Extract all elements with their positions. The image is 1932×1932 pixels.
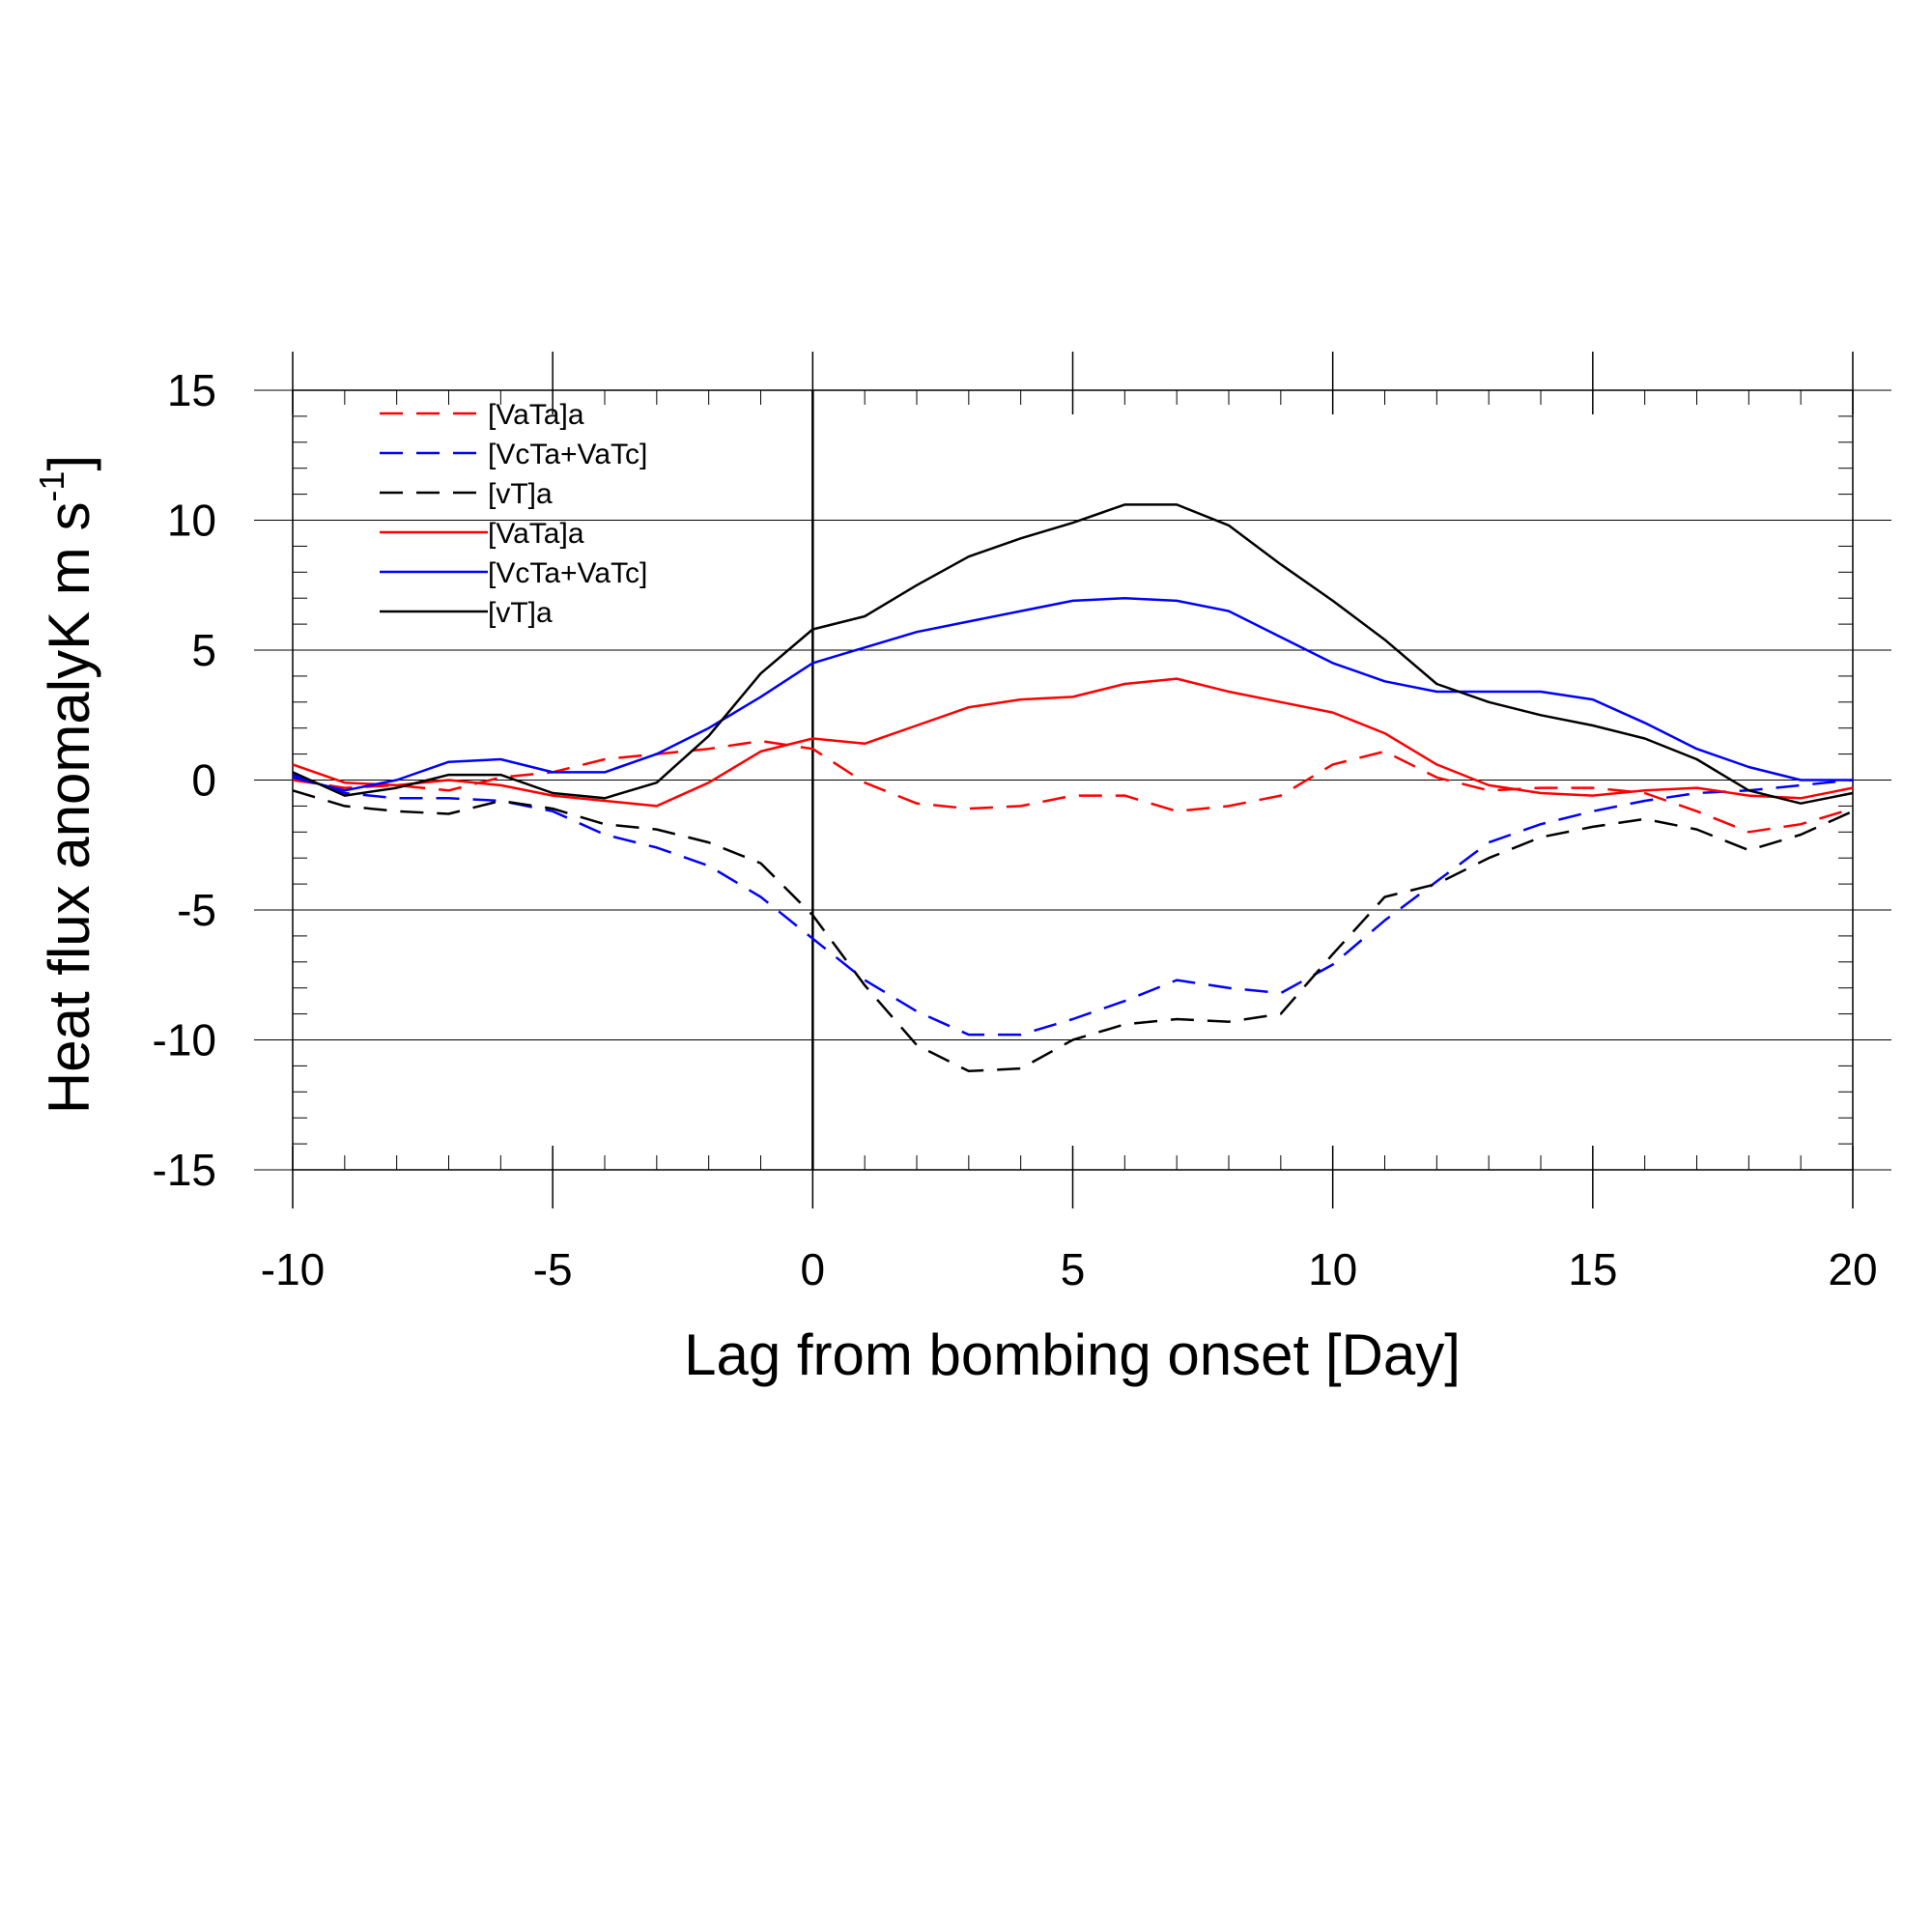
series-line-dashed-vctavatc: [292, 773, 1854, 1037]
legend: [VaTa]a [VcTa+VaTc] [vT]a [VaTa]a [VcTa+VaTc…: [380, 399, 647, 629]
y-tick-label: -15: [153, 1145, 216, 1195]
x-tick-label: 5: [1061, 1244, 1086, 1294]
series-layer: [292, 503, 1854, 1073]
y-tick-labels: -15 -10 -5 0 5 10 15: [153, 365, 216, 1195]
legend-label: [vT]a: [488, 478, 553, 510]
y-tick-label: 0: [191, 755, 216, 806]
y-tick-label: 5: [191, 625, 216, 675]
x-tick-label: 20: [1828, 1244, 1877, 1294]
y-tick-label: -5: [177, 885, 216, 935]
y-axis-label-close: ]: [37, 455, 101, 471]
series-line-solid-vataa: [292, 677, 1854, 808]
y-tick-label: 15: [167, 365, 216, 415]
legend-label: [VcTa+VaTc]: [488, 557, 647, 589]
x-tick-label: 10: [1308, 1244, 1357, 1294]
minor-ticks: [293, 390, 1853, 1170]
y-tick-label: -10: [153, 1015, 216, 1065]
series-line-dashed-vta: [292, 789, 1854, 1073]
svg-text:Heat flux anomalyK m s-1]: Heat flux anomalyK m s-1]: [32, 455, 101, 1114]
legend-label: [VaTa]a: [488, 399, 584, 431]
legend-label: [VaTa]a: [488, 518, 584, 550]
x-tick-label: -10: [261, 1244, 325, 1294]
y-axis-label-exponent: -1: [32, 471, 71, 502]
x-tick-labels: -10 -5 0 5 10 15 20: [261, 1244, 1878, 1294]
x-tick-label: 15: [1568, 1244, 1617, 1294]
x-tick-label: 0: [801, 1244, 826, 1294]
legend-label: [vT]a: [488, 597, 553, 629]
series-line-solid-vta: [292, 503, 1854, 805]
y-axis-label: Heat flux anomalyK m s-1]: [32, 455, 101, 1114]
legend-label: [VcTa+VaTc]: [488, 439, 647, 470]
x-axis-label: Lag from bombing onset [Day]: [684, 1322, 1461, 1387]
series-line-solid-vctavatc: [292, 596, 1853, 792]
y-tick-label: 10: [167, 496, 216, 546]
x-tick-label: -5: [533, 1244, 573, 1294]
y-axis-label-main: Heat flux anomalyK m s: [37, 502, 101, 1115]
